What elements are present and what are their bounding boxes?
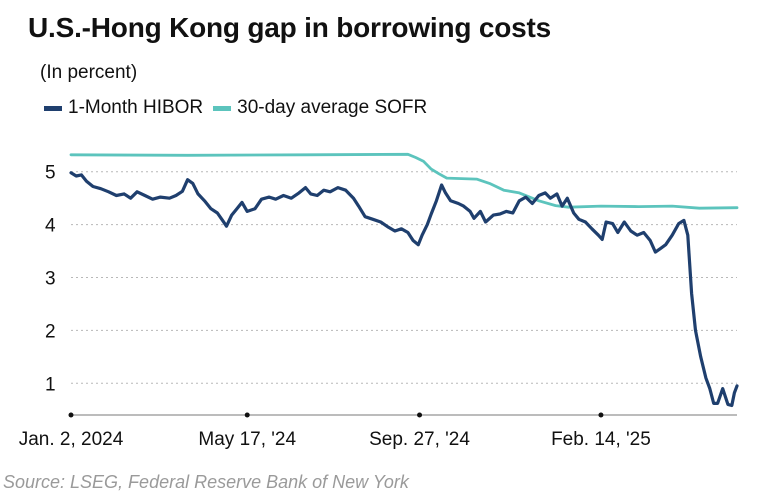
- legend-item-hibor: 1-Month HIBOR: [44, 97, 203, 119]
- x-tick-mark: [244, 412, 250, 418]
- x-tick-mark: [598, 412, 604, 418]
- series-line-sofr: [69, 152, 739, 210]
- x-tick-mark: [68, 412, 74, 418]
- legend-swatch-sofr: [213, 105, 232, 111]
- x-tick-label: Sep. 27, '24: [369, 429, 470, 450]
- y-tick-label: 1: [45, 374, 56, 395]
- x-tick-mark: [417, 412, 423, 418]
- y-tick-label: 3: [45, 269, 56, 290]
- x-tick-label: May 17, '24: [198, 429, 296, 450]
- y-tick-label: 2: [45, 321, 56, 342]
- legend-item-sofr: 30-day average SOFR: [213, 97, 427, 119]
- legend-label-sofr: 30-day average SOFR: [237, 97, 428, 118]
- legend-swatch-hibor: [44, 105, 62, 111]
- y-tick-label: 4: [45, 216, 56, 237]
- series-line-hibor: [69, 171, 739, 408]
- chart-title: U.S.-Hong Kong gap in borrowing costs: [28, 12, 552, 43]
- x-tick-label: Jan. 2, 2024: [19, 429, 124, 450]
- x-tick-label: Feb. 14, '25: [551, 429, 651, 450]
- chart-legend: 1-Month HIBOR 30-day average SOFR: [44, 97, 437, 119]
- chart-source: Source: LSEG, Federal Reserve Bank of Ne…: [3, 472, 409, 492]
- y-tick-label: 5: [45, 163, 56, 184]
- legend-label-hibor: 1-Month HIBOR: [68, 97, 204, 118]
- chart-subtitle: (In percent): [40, 62, 138, 83]
